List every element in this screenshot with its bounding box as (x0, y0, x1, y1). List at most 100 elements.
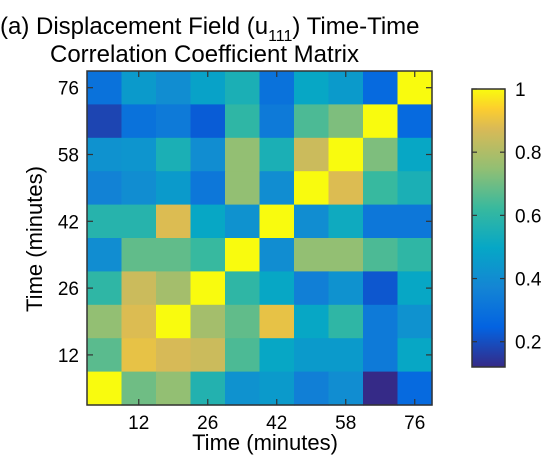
heatmap-cell (363, 371, 399, 406)
heatmap-cell (397, 171, 433, 206)
heatmap-cell (363, 71, 399, 105)
heatmap-cell (328, 238, 364, 272)
heatmap-cell (328, 137, 364, 172)
heatmap-cell (156, 338, 192, 373)
heatmap-cell (363, 338, 399, 373)
heatmap-cell (87, 304, 123, 339)
heatmap-cell (363, 104, 399, 139)
x-tick-label: 76 (404, 413, 425, 434)
heatmap-cell (156, 137, 192, 172)
heatmap-cell (225, 204, 261, 239)
chart-title-line2: Correlation Coefficient Matrix (50, 41, 359, 68)
heatmap-cell (328, 204, 364, 239)
y-tick-label: 58 (58, 146, 79, 167)
heatmap-cell (190, 238, 226, 272)
heatmap-cell (190, 137, 226, 172)
heatmap-cell (190, 271, 226, 306)
plot-frame (86, 70, 433, 406)
heatmap-cell (328, 338, 364, 373)
y-tick-label: 42 (58, 212, 79, 233)
heatmap-cell (121, 171, 157, 206)
heatmap-cell (87, 171, 123, 206)
heatmap-cell (156, 104, 192, 139)
heatmap-cell (121, 204, 157, 239)
heatmap-cell (259, 304, 295, 339)
heatmap-cell (225, 71, 261, 105)
colorbar-tick-label: 1 (515, 80, 526, 101)
heatmap-cell (259, 104, 295, 139)
heatmap-cell (156, 204, 192, 239)
x-tick-label: 26 (197, 413, 218, 434)
heatmap-cell (259, 238, 295, 272)
colorbar-tick-label: 0.4 (515, 270, 542, 291)
heatmap-cell (259, 171, 295, 206)
heatmap-cell (328, 304, 364, 339)
heatmap-cell (259, 271, 295, 306)
y-tick-label: 12 (58, 346, 79, 367)
heatmap-cell (397, 104, 433, 139)
colorbar-tick-label: 0.8 (515, 143, 541, 164)
heatmap-cell (156, 304, 192, 339)
heatmap-cell (294, 271, 330, 306)
heatmap-cell (87, 238, 123, 272)
heatmap-cell (190, 204, 226, 239)
heatmap-cell (259, 137, 295, 172)
heatmap-cell (397, 238, 433, 272)
heatmap-cell (294, 204, 330, 239)
heatmap-cell (294, 71, 330, 105)
heatmap-cell (363, 271, 399, 306)
heatmap-cells (87, 71, 433, 406)
chart-title-line1: (a) Displacement Field (u111) Time-Time (0, 13, 420, 45)
heatmap-cell (397, 304, 433, 339)
heatmap-cell (156, 71, 192, 105)
heatmap-cell (294, 137, 330, 172)
heatmap-cell (190, 171, 226, 206)
heatmap-cell (294, 171, 330, 206)
heatmap-cell (363, 137, 399, 172)
heatmap-cell (328, 271, 364, 306)
heatmap-cell (121, 137, 157, 172)
heatmap-cell (121, 238, 157, 272)
heatmap-cell (294, 104, 330, 139)
heatmap-cell (225, 338, 261, 373)
heatmap-cell (87, 104, 123, 139)
heatmap-cell (363, 171, 399, 206)
colorbar (471, 88, 506, 368)
heatmap-cell (363, 204, 399, 239)
heatmap-cell (225, 371, 261, 406)
y-tick-label: 26 (58, 279, 79, 300)
y-tick-label: 76 (58, 79, 79, 100)
heatmap-cell (156, 238, 192, 272)
heatmap-cell (121, 338, 157, 373)
heatmap-cell (225, 304, 261, 339)
heatmap-cell (259, 338, 295, 373)
heatmap-cell (363, 238, 399, 272)
heatmap-cell (294, 338, 330, 373)
heatmap-cell (156, 171, 192, 206)
heatmap-cell (190, 104, 226, 139)
heatmap-cell (225, 271, 261, 306)
heatmap-cell (363, 304, 399, 339)
heatmap-cell (156, 371, 192, 406)
heatmap-cell (121, 271, 157, 306)
heatmap-cell (121, 304, 157, 339)
y-axis-label: Time (minutes) (22, 166, 47, 312)
heatmap-cell (87, 371, 123, 406)
heatmap-cell (259, 204, 295, 239)
x-tick-label: 58 (335, 413, 356, 434)
heatmap-cell (121, 104, 157, 139)
heatmap-cell (328, 171, 364, 206)
colorbar-tick-label: 0.6 (515, 206, 541, 227)
axis-ticks: 12 12 26 26 42 42 58 58 76 76 (58, 71, 432, 434)
heatmap-cell (190, 304, 226, 339)
heatmap-cell (225, 238, 261, 272)
colorbar-tick-label: 0.2 (515, 333, 541, 354)
x-axis-label: Time (minutes) (192, 430, 338, 455)
x-tick-label: 42 (266, 413, 287, 434)
heatmap-cell (294, 304, 330, 339)
heatmap-cell (225, 137, 261, 172)
x-tick-label: 12 (128, 413, 149, 434)
heatmap-cell (225, 171, 261, 206)
heatmap-cell (190, 338, 226, 373)
